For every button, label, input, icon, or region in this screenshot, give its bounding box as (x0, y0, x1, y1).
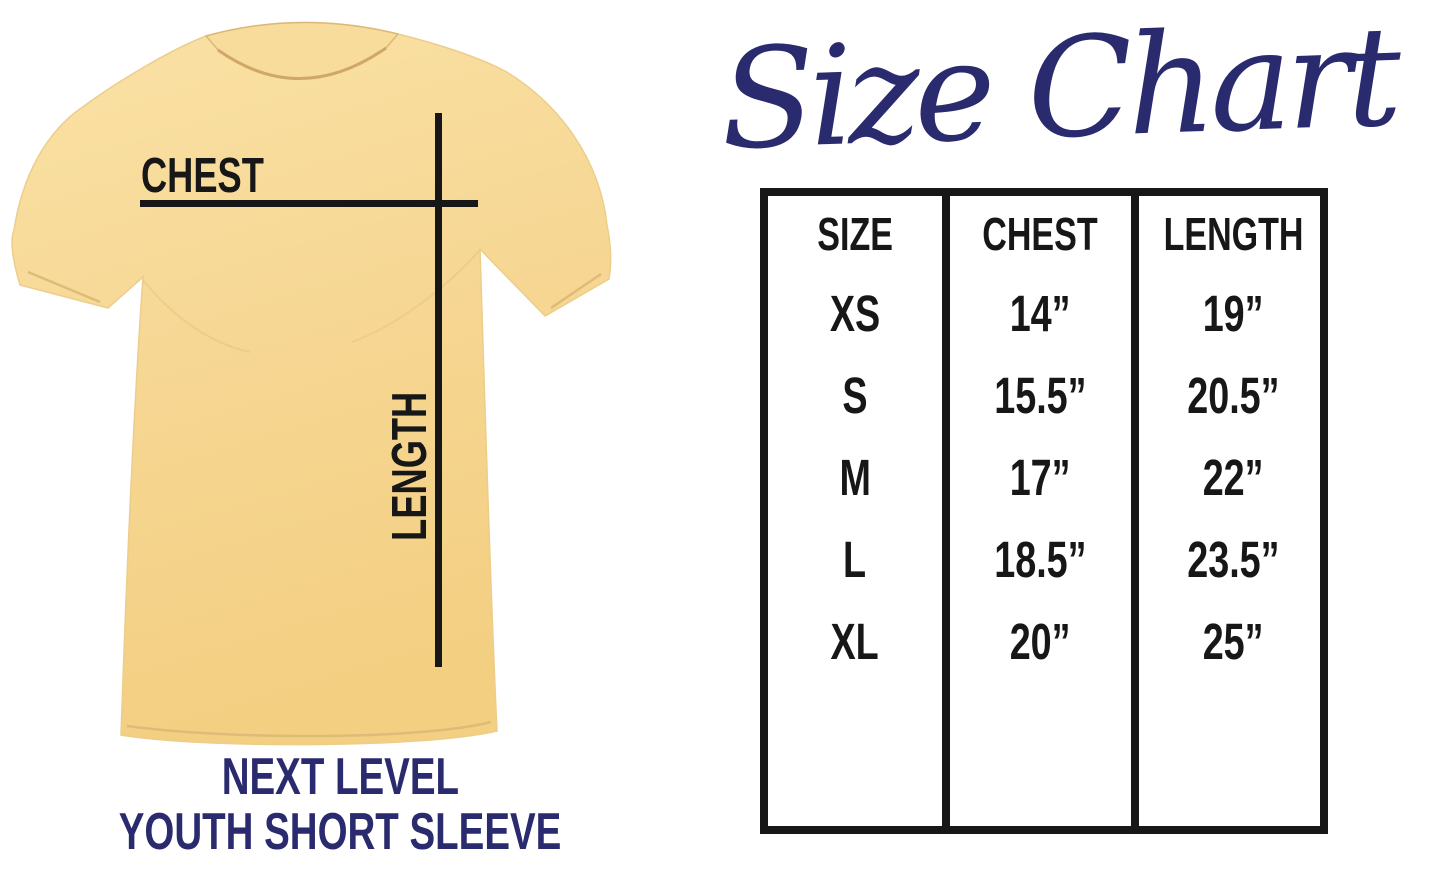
table-cell: 17” (1009, 448, 1071, 506)
table-column-chest: CHEST 14” 15.5” 17” 18.5” 20” (941, 196, 1131, 826)
table-cell: 20” (1009, 612, 1071, 670)
table-cell: 15.5” (994, 366, 1087, 424)
table-header-cell: LENGTH (1163, 208, 1304, 260)
brand-line-2: YOUTH SHORT SLEEVE (118, 803, 562, 861)
brand-line-1: NEXT LEVEL (221, 748, 459, 806)
wrinkle-line (142, 279, 251, 353)
garment-name: NEXT LEVEL YOUTH SHORT SLEEVE (20, 750, 660, 860)
size-table: SIZE XS S M L XL CHEST 14” 15.5” 17” 18.5” 20” LEN… (760, 188, 1328, 834)
tshirt-body (11, 21, 612, 746)
table-cell: XS (829, 284, 881, 342)
wrinkle-line (351, 249, 481, 343)
table-cell: M (839, 448, 871, 506)
table-cell: 23.5” (1187, 530, 1280, 588)
table-cell: 25” (1203, 612, 1264, 670)
right-sleeve-seam (550, 272, 602, 310)
table-cell: 22” (1203, 448, 1264, 506)
page-title: Size Chart (717, 0, 1399, 181)
length-measure-label: LENGTH (383, 391, 437, 541)
collar-seam (217, 46, 387, 80)
tshirt-diagram: CHEST LENGTH NEXT LEVEL YOUTH SHORT SLEE… (0, 0, 660, 860)
table-cell: L (843, 530, 867, 588)
table-header-cell: CHEST (982, 208, 1099, 260)
length-measure-line (435, 113, 442, 667)
table-cell: XL (830, 612, 880, 670)
table-cell: 18.5” (994, 530, 1087, 588)
chest-measure-line (140, 200, 478, 207)
tshirt-image (11, 21, 612, 746)
table-column-length: LENGTH 19” 20.5” 22” 23.5” 25” (1130, 196, 1328, 826)
table-cell: 20.5” (1187, 366, 1280, 424)
table-cell: 14” (1009, 284, 1071, 342)
table-cell: 19” (1203, 284, 1264, 342)
left-sleeve-seam (27, 270, 101, 304)
chest-measure-label: CHEST (141, 149, 264, 203)
table-header-cell: SIZE (817, 208, 893, 260)
table-column-size: SIZE XS S M L XL (768, 196, 942, 826)
bottom-hem-seam (126, 720, 492, 738)
table-cell: S (842, 366, 868, 424)
